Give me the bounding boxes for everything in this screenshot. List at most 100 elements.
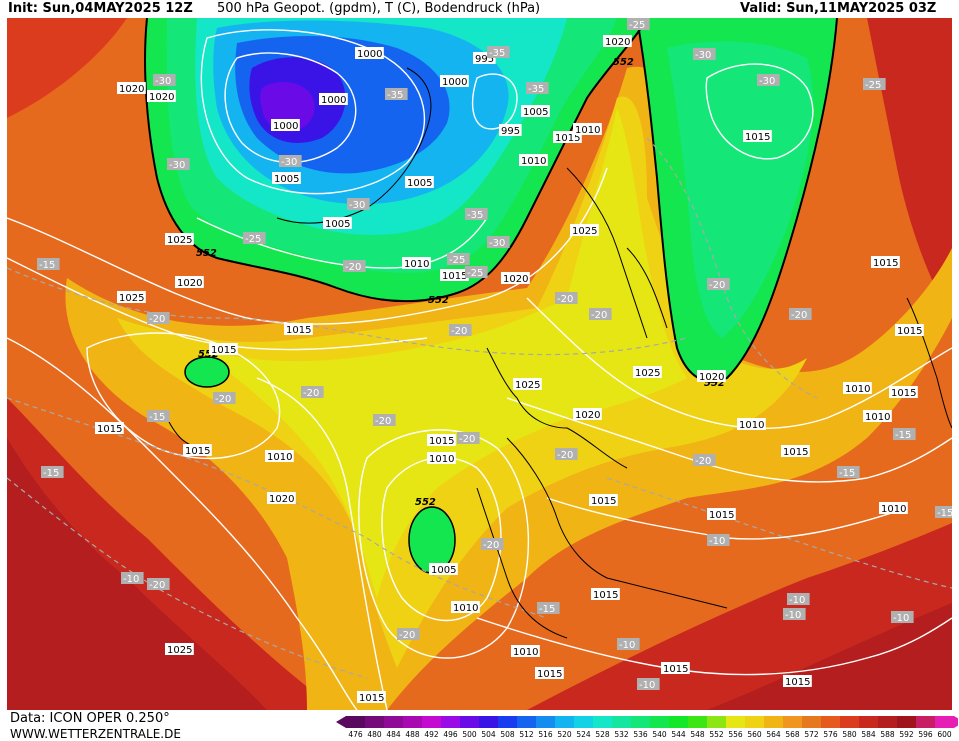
svg-text:-25: -25 [245,234,261,245]
pressure-label: 1010 [511,645,540,658]
pressure-label: 1010 [451,601,480,614]
svg-text:-20: -20 [399,630,415,641]
cutoff-low-atlantic [184,356,230,388]
svg-text:-10: -10 [789,595,805,606]
svg-text:-15: -15 [149,412,165,423]
svg-text:-30: -30 [759,76,775,87]
svg-text:1020: 1020 [149,92,174,103]
svg-text:1005: 1005 [274,174,299,185]
temperature-label: -30 [347,198,370,211]
svg-text:1000: 1000 [442,77,467,88]
svg-text:-20: -20 [303,388,319,399]
legend-swatch [783,716,802,728]
svg-text:-15: -15 [539,604,555,615]
svg-text:-15: -15 [39,260,55,271]
legend-swatch [688,716,707,728]
svg-text:-10: -10 [893,613,909,624]
field-588-west [7,438,267,710]
temperature-label: -15 [537,602,560,615]
temperature-label: -15 [837,466,860,479]
isobars [7,29,952,710]
temperature-label: -25 [243,232,266,245]
legend-tick-label: 552 [709,730,724,739]
legend-tick-label: 576 [823,730,838,739]
svg-text:-30: -30 [695,50,711,61]
pressure-label: 1015 [707,508,736,521]
temperature-label: -20 [343,260,366,273]
chart-title: 500 hPa Geopot. (gpdm), T (C), Bodendruc… [217,1,541,16]
pressure-label: 1015 [209,343,238,356]
legend-tick-label: 568 [785,730,800,739]
legend-tick-label: 564 [766,730,781,739]
geopot-label: 552 [704,378,725,389]
svg-text:-15: -15 [937,508,952,519]
legend-swatch [897,716,916,728]
legend-swatch [764,716,783,728]
temperature-label: -20 [373,414,396,427]
svg-text:1025: 1025 [572,226,597,237]
pressure-label: 1020 [697,370,726,383]
geopot-label: 552 [415,497,436,508]
temperature-labels: -35-30-35-30 -30-30-30-25-30-35-25-25-35-… [37,18,952,691]
svg-text:1015: 1015 [429,436,454,447]
legend-tick-label: 532 [614,730,629,739]
temperature-label: -20 [213,392,236,405]
legend-swatch [593,716,612,728]
legend-swatch [460,716,479,728]
temperature-label: -10 [617,638,640,651]
svg-text:1015: 1015 [785,677,810,688]
svg-text:1010: 1010 [429,454,454,465]
pressure-label: 1015 [895,324,924,337]
pressure-label: 1025 [513,378,542,391]
svg-text:1015: 1015 [211,345,236,356]
pressure-label: 1020 [175,276,204,289]
temperature-label: -35 [526,82,549,95]
temperature-label: -10 [121,572,144,585]
legend-ticks: 476 480 484 488 492 496 500 504 508 512 516 520 524 5… [340,730,952,740]
geopot-labels: 552 552 552 552 552 552 [196,57,725,508]
svg-text:1015: 1015 [591,496,616,507]
svg-text:1015: 1015 [555,133,580,144]
svg-text:1005: 1005 [407,178,432,189]
legend-tick-label: 572 [804,730,819,739]
valid-time-text: Valid: Sun,11MAY2025 03Z [740,1,937,16]
legend-swatch [403,716,422,728]
color-legend [336,714,959,733]
temperature-label: -25 [447,253,470,266]
legend-swatch [479,716,498,728]
svg-text:-15: -15 [43,468,59,479]
legend-swatch [384,716,403,728]
legend-tick-label: 500 [462,730,477,739]
legend-swatch [840,716,859,728]
pressure-label: 1015 [95,422,124,435]
svg-text:1015: 1015 [783,447,808,458]
temperature-label: -15 [41,466,64,479]
temperature-label: -20 [589,308,612,321]
coastlines [166,67,952,639]
temperature-label: -30 [487,236,510,249]
map-canvas: 552 552 552 552 552 552 1000100010001000… [7,18,952,710]
svg-text:-15: -15 [839,468,855,479]
svg-text:1015: 1015 [745,132,770,143]
field-580-nw [7,18,127,118]
legend-tick-label: 560 [747,730,762,739]
legend-tick-label: 544 [671,730,686,739]
pressure-label: 1000 [271,119,300,132]
svg-text:-30: -30 [489,238,505,249]
temperature-label: -20 [789,308,812,321]
svg-text:1015: 1015 [897,326,922,337]
svg-text:1005: 1005 [523,107,548,118]
svg-text:1000: 1000 [321,95,346,106]
pressure-label: 1015 [871,256,900,269]
website-text: WWW.WETTERZENTRALE.DE [10,727,181,741]
legend-tick-label: 528 [595,730,610,739]
legend-swatch [346,716,365,728]
pressure-label: 1020 [573,408,602,421]
legend-tick-label: 520 [557,730,572,739]
temperature-label: -20 [397,628,420,641]
legend-tick-label: 600 [937,730,952,739]
legend-tick-label: 540 [652,730,667,739]
legend-tick-label: 508 [500,730,515,739]
svg-text:1015: 1015 [97,424,122,435]
legend-tick-label: 548 [690,730,705,739]
